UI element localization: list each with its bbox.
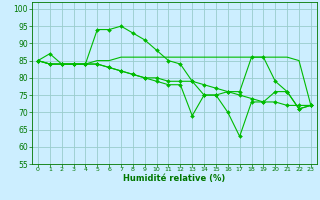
X-axis label: Humidité relative (%): Humidité relative (%) xyxy=(123,174,226,183)
